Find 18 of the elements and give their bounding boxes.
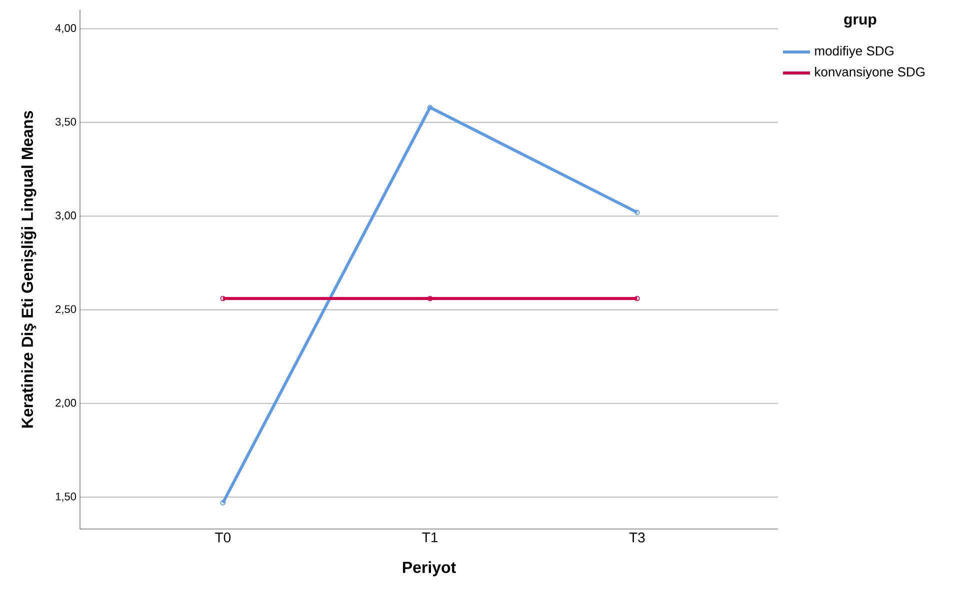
point — [634, 296, 640, 302]
legend-label: modifiye SDG — [815, 46, 894, 58]
x-tick-label: T3 — [629, 532, 645, 542]
point — [634, 210, 640, 215]
x-axis-title: Periyot — [402, 561, 456, 576]
y-tick-label: 1,50 — [56, 492, 76, 502]
x-tick-label: T1 — [422, 532, 438, 542]
y-tick-label: 3,00 — [55, 212, 76, 221]
y-tick-label: 2,50 — [56, 305, 76, 314]
x-tick-label: T0 — [215, 532, 231, 542]
point — [427, 104, 433, 110]
legend-title: grup — [844, 16, 876, 28]
legend-label: konvansiyone SDG — [815, 66, 924, 80]
y-tick-label: 2,00 — [56, 398, 76, 408]
y-tick-label: 3,50 — [55, 118, 76, 127]
point — [220, 500, 226, 506]
y-tick-label: 4,00 — [55, 24, 76, 34]
y-axis-title: Keratinize Diş Eti Genişliği Lingual Means — [21, 110, 36, 428]
